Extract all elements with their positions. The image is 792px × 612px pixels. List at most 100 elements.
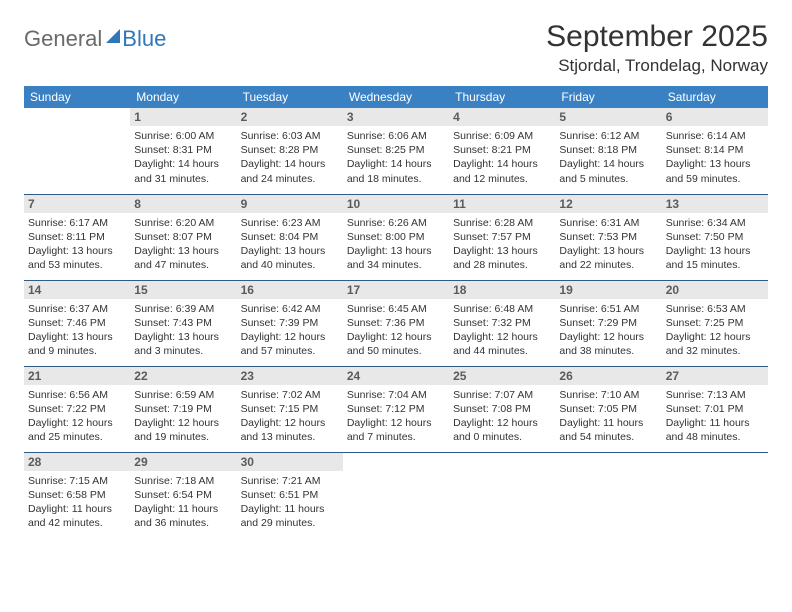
daylight-line: Daylight: 12 hours and 57 minutes.: [241, 330, 339, 358]
sunset-line: Sunset: 7:19 PM: [134, 402, 232, 416]
day-number: 22: [130, 367, 236, 385]
calendar-cell: 2Sunrise: 6:03 AMSunset: 8:28 PMDaylight…: [237, 108, 343, 194]
sunset-line: Sunset: 7:12 PM: [347, 402, 445, 416]
calendar-row: 21Sunrise: 6:56 AMSunset: 7:22 PMDayligh…: [24, 366, 768, 452]
day-number: 19: [555, 281, 661, 299]
sunrise-line: Sunrise: 7:15 AM: [28, 474, 126, 488]
day-number: 7: [24, 195, 130, 213]
calendar-cell: 28Sunrise: 7:15 AMSunset: 6:58 PMDayligh…: [24, 452, 130, 538]
daylight-line: Daylight: 12 hours and 19 minutes.: [134, 416, 232, 444]
calendar-cell: 21Sunrise: 6:56 AMSunset: 7:22 PMDayligh…: [24, 366, 130, 452]
weekday-header: Monday: [130, 86, 236, 108]
sunrise-line: Sunrise: 6:59 AM: [134, 388, 232, 402]
weekday-header: Friday: [555, 86, 661, 108]
location: Stjordal, Trondelag, Norway: [546, 56, 768, 76]
sunset-line: Sunset: 8:28 PM: [241, 143, 339, 157]
day-number: 26: [555, 367, 661, 385]
calendar-cell: 6 Sunrise: 6:14 AMSunset: 8:14 PMDaylight…: [662, 108, 768, 194]
sunrise-line: Sunrise: 6:37 AM: [28, 302, 126, 316]
daylight-line: Daylight: 13 hours and 22 minutes.: [559, 244, 657, 272]
sunset-line: Sunset: 8:14 PM: [666, 143, 764, 157]
daylight-line: Daylight: 14 hours and 24 minutes.: [241, 157, 339, 185]
title-block: September 2025 Stjordal, Trondelag, Norw…: [546, 20, 768, 76]
sunset-line: Sunset: 8:25 PM: [347, 143, 445, 157]
calendar-cell: [343, 452, 449, 538]
sunrise-line: Sunrise: 6:56 AM: [28, 388, 126, 402]
day-number: 23: [237, 367, 343, 385]
calendar-cell: 4Sunrise: 6:09 AMSunset: 8:21 PMDaylight…: [449, 108, 555, 194]
calendar-cell: 17 Sunrise: 6:45 AMSunset: 7:36 PMDayligh…: [343, 280, 449, 366]
calendar-cell: 27Sunrise: 7:13 AMSunset: 7:01 PMDayligh…: [662, 366, 768, 452]
calendar-cell: 14Sunrise: 6:37 AMSunset: 7:46 PMDayligh…: [24, 280, 130, 366]
sunset-line: Sunset: 7:05 PM: [559, 402, 657, 416]
sunrise-line: Sunrise: 7:04 AM: [347, 388, 445, 402]
sunrise-line: Sunrise: 7:07 AM: [453, 388, 551, 402]
day-number: 12: [555, 195, 661, 213]
calendar-table: Sunday Monday Tuesday Wednesday Thursday…: [24, 86, 768, 538]
weekday-header: Wednesday: [343, 86, 449, 108]
sunrise-line: Sunrise: 6:53 AM: [666, 302, 764, 316]
sunrise-line: Sunrise: 6:45 AM: [347, 302, 445, 316]
month-title: September 2025: [546, 20, 768, 54]
sunset-line: Sunset: 7:25 PM: [666, 316, 764, 330]
daylight-line: Daylight: 11 hours and 48 minutes.: [666, 416, 764, 444]
day-number: 1: [130, 108, 236, 126]
calendar-cell: 29Sunrise: 7:18 AMSunset: 6:54 PMDayligh…: [130, 452, 236, 538]
sunset-line: Sunset: 6:51 PM: [241, 488, 339, 502]
daylight-line: Daylight: 13 hours and 59 minutes.: [666, 157, 764, 185]
daylight-line: Daylight: 14 hours and 18 minutes.: [347, 157, 445, 185]
day-number: 28: [24, 453, 130, 471]
daylight-line: Daylight: 12 hours and 50 minutes.: [347, 330, 445, 358]
day-number: 17: [343, 281, 449, 299]
sunrise-line: Sunrise: 6:17 AM: [28, 216, 126, 230]
daylight-line: Daylight: 12 hours and 25 minutes.: [28, 416, 126, 444]
day-number: 14: [24, 281, 130, 299]
logo: General Blue: [24, 26, 166, 52]
daylight-line: Daylight: 11 hours and 54 minutes.: [559, 416, 657, 444]
day-number: 24: [343, 367, 449, 385]
sunset-line: Sunset: 7:57 PM: [453, 230, 551, 244]
sunset-line: Sunset: 7:36 PM: [347, 316, 445, 330]
sunrise-line: Sunrise: 6:06 AM: [347, 129, 445, 143]
calendar-cell: 11Sunrise: 6:28 AMSunset: 7:57 PMDayligh…: [449, 194, 555, 280]
calendar-cell: 19Sunrise: 6:51 AMSunset: 7:29 PMDayligh…: [555, 280, 661, 366]
sunrise-line: Sunrise: 6:34 AM: [666, 216, 764, 230]
calendar-row: 1Sunrise: 6:00 AMSunset: 8:31 PMDaylight…: [24, 108, 768, 194]
sunset-line: Sunset: 8:11 PM: [28, 230, 126, 244]
calendar-cell: 3Sunrise: 6:06 AMSunset: 8:25 PMDaylight…: [343, 108, 449, 194]
weekday-header-row: Sunday Monday Tuesday Wednesday Thursday…: [24, 86, 768, 108]
day-number: 6: [662, 108, 768, 126]
calendar-cell: [24, 108, 130, 194]
calendar-cell: 1Sunrise: 6:00 AMSunset: 8:31 PMDaylight…: [130, 108, 236, 194]
day-number: 10: [343, 195, 449, 213]
daylight-line: Daylight: 12 hours and 13 minutes.: [241, 416, 339, 444]
calendar-cell: 5Sunrise: 6:12 AMSunset: 8:18 PMDaylight…: [555, 108, 661, 194]
logo-triangle-icon: [106, 29, 120, 43]
day-number: 25: [449, 367, 555, 385]
day-number: 5: [555, 108, 661, 126]
calendar-cell: 20Sunrise: 6:53 AMSunset: 7:25 PMDayligh…: [662, 280, 768, 366]
daylight-line: Daylight: 12 hours and 32 minutes.: [666, 330, 764, 358]
sunrise-line: Sunrise: 6:39 AM: [134, 302, 232, 316]
logo-text-blue: Blue: [122, 26, 166, 52]
sunrise-line: Sunrise: 6:20 AM: [134, 216, 232, 230]
sunset-line: Sunset: 7:29 PM: [559, 316, 657, 330]
calendar-cell: 8Sunrise: 6:20 AMSunset: 8:07 PMDaylight…: [130, 194, 236, 280]
weekday-header: Tuesday: [237, 86, 343, 108]
daylight-line: Daylight: 13 hours and 34 minutes.: [347, 244, 445, 272]
sunrise-line: Sunrise: 6:31 AM: [559, 216, 657, 230]
calendar-row: 7 Sunrise: 6:17 AMSunset: 8:11 PM Daylight…: [24, 194, 768, 280]
calendar-cell: 22 Sunrise: 6:59 AMSunset: 7:19 PMDayligh…: [130, 366, 236, 452]
daylight-line: Daylight: 12 hours and 0 minutes.: [453, 416, 551, 444]
sunrise-line: Sunrise: 6:14 AM: [666, 129, 764, 143]
calendar-cell: [662, 452, 768, 538]
daylight-line: Daylight: 12 hours and 7 minutes.: [347, 416, 445, 444]
sunrise-line: Sunrise: 6:28 AM: [453, 216, 551, 230]
daylight-line: Daylight: 12 hours and 38 minutes.: [559, 330, 657, 358]
sunset-line: Sunset: 7:53 PM: [559, 230, 657, 244]
daylight-line: Daylight: 11 hours and 29 minutes.: [241, 502, 339, 530]
day-number: 16: [237, 281, 343, 299]
daylight-line: Daylight: 14 hours and 5 minutes.: [559, 157, 657, 185]
sunrise-line: Sunrise: 7:18 AM: [134, 474, 232, 488]
sunrise-line: Sunrise: 6:03 AM: [241, 129, 339, 143]
